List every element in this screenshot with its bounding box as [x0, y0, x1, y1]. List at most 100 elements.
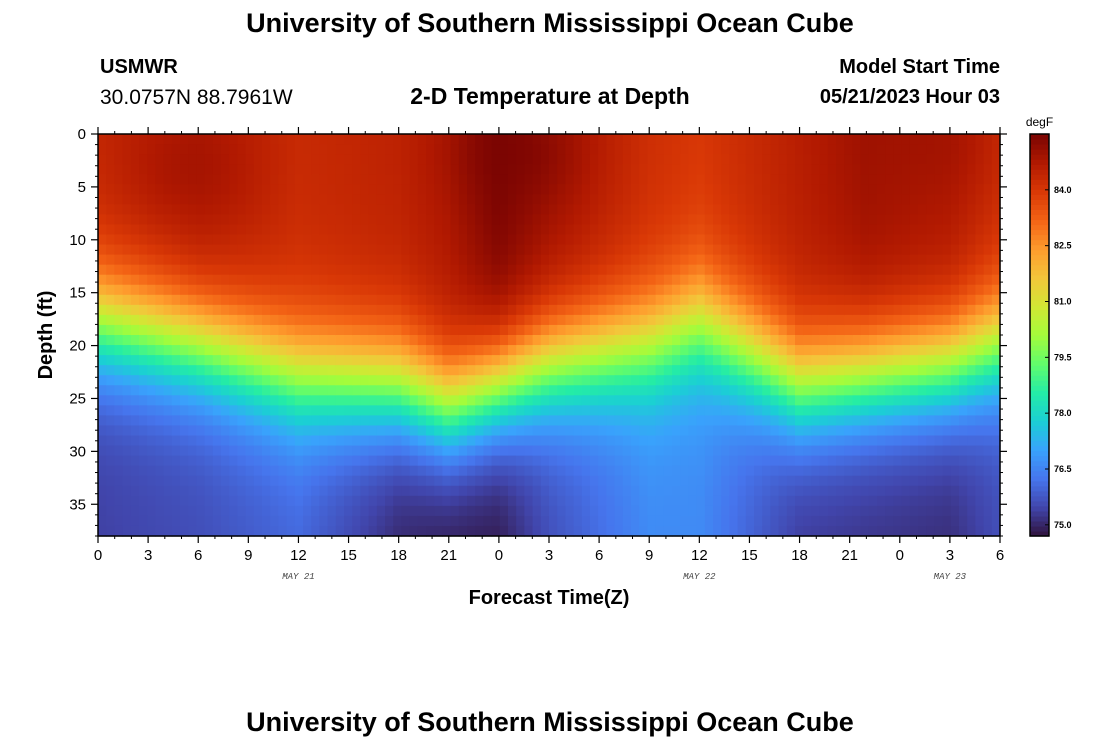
heatmap-cell: [754, 475, 763, 487]
heatmap-cell: [319, 405, 329, 416]
heatmap-cell: [606, 164, 616, 175]
heatmap-cell: [188, 324, 197, 336]
heatmap-cell: [885, 335, 894, 346]
heatmap-cell: [942, 174, 952, 185]
heatmap-cell: [647, 435, 657, 447]
heatmap-cell: [401, 425, 411, 437]
heatmap-cell: [631, 355, 640, 366]
heatmap-cell: [795, 284, 804, 296]
heatmap-cell: [327, 154, 337, 165]
heatmap-cell: [696, 385, 706, 396]
heatmap-cell: [557, 184, 566, 195]
heatmap-cell: [581, 445, 591, 457]
heatmap-cell: [106, 264, 115, 276]
x-tick-label: 6: [194, 547, 202, 564]
heatmap-cell: [778, 465, 788, 477]
heatmap-cell: [893, 244, 903, 256]
heatmap-cell: [335, 134, 345, 145]
heatmap-cell: [188, 184, 197, 195]
heatmap-cell: [573, 485, 583, 497]
heatmap-cell: [294, 465, 304, 477]
heatmap-cell: [360, 345, 370, 356]
heatmap-cell: [516, 495, 525, 507]
heatmap-cell: [294, 294, 304, 306]
heatmap-cell: [811, 445, 821, 457]
heatmap-cell: [926, 144, 935, 155]
heatmap-cell: [631, 505, 640, 517]
heatmap-cell: [278, 495, 288, 507]
heatmap-cell: [409, 415, 419, 427]
heatmap-cell: [942, 134, 952, 145]
heatmap-cell: [417, 174, 427, 185]
heatmap-cell: [762, 164, 771, 175]
heatmap-cell: [106, 525, 115, 537]
heatmap-cell: [237, 345, 247, 356]
heatmap-cell: [557, 485, 566, 497]
heatmap-cell: [672, 415, 681, 427]
heatmap-cell: [688, 405, 698, 416]
heatmap-cell: [901, 335, 911, 346]
heatmap-cell: [385, 214, 394, 226]
heatmap-cell: [188, 385, 197, 396]
heatmap-cell: [950, 214, 960, 226]
heatmap-cell: [721, 144, 730, 155]
heatmap-cell: [827, 505, 837, 517]
heatmap-cell: [573, 164, 583, 175]
heatmap-cell: [885, 515, 894, 527]
heatmap-cell: [852, 365, 862, 376]
heatmap-cell: [991, 495, 1001, 507]
heatmap-cell: [262, 495, 271, 507]
heatmap-cell: [754, 314, 763, 326]
heatmap-cell: [196, 154, 206, 165]
heatmap-cell: [557, 194, 566, 205]
heatmap-cell: [286, 184, 296, 195]
heatmap-cell: [130, 284, 140, 296]
heatmap-cell: [688, 204, 698, 215]
heatmap-cell: [294, 194, 304, 205]
heatmap-cell: [130, 254, 140, 266]
heatmap-cell: [130, 224, 140, 236]
heatmap-cell: [508, 134, 517, 145]
heatmap-cell: [180, 335, 189, 346]
heatmap-cell: [909, 324, 919, 336]
heatmap-cell: [286, 345, 296, 356]
heatmap-cell: [827, 294, 837, 306]
heatmap-cell: [647, 455, 657, 467]
heatmap-cell: [975, 515, 985, 527]
heatmap-cell: [245, 304, 255, 316]
heatmap-cell: [475, 154, 484, 165]
heatmap-cell: [967, 314, 976, 326]
heatmap-cell: [335, 465, 345, 477]
heatmap-cell: [426, 234, 435, 246]
heatmap-cell: [360, 264, 370, 276]
heatmap-cell: [98, 284, 107, 296]
heatmap-cell: [442, 495, 452, 507]
heatmap-cell: [631, 314, 640, 326]
heatmap-cell: [188, 144, 197, 155]
heatmap-cell: [639, 405, 648, 416]
heatmap-cell: [975, 495, 985, 507]
heatmap-cell: [294, 224, 304, 236]
heatmap-cell: [221, 284, 230, 296]
heatmap-cell: [885, 174, 894, 185]
heatmap-cell: [467, 405, 476, 416]
heatmap-cell: [975, 274, 985, 286]
heatmap-cell: [294, 385, 304, 396]
heatmap-cell: [409, 224, 419, 236]
heatmap-cell: [754, 515, 763, 527]
heatmap-cell: [647, 355, 657, 366]
heatmap-cell: [614, 515, 624, 527]
heatmap-cell: [376, 294, 386, 306]
heatmap-cell: [344, 355, 353, 366]
heatmap-cell: [171, 405, 181, 416]
heatmap-cell: [590, 345, 599, 356]
heatmap-cell: [581, 335, 591, 346]
heatmap-cell: [926, 194, 935, 205]
heatmap-cell: [786, 345, 796, 356]
colorbar-segment: [1030, 410, 1049, 417]
heatmap-cell: [655, 515, 665, 527]
heatmap-cell: [139, 515, 148, 527]
heatmap-cell: [393, 375, 402, 386]
heatmap-cell: [877, 224, 886, 236]
heatmap-cell: [139, 294, 148, 306]
